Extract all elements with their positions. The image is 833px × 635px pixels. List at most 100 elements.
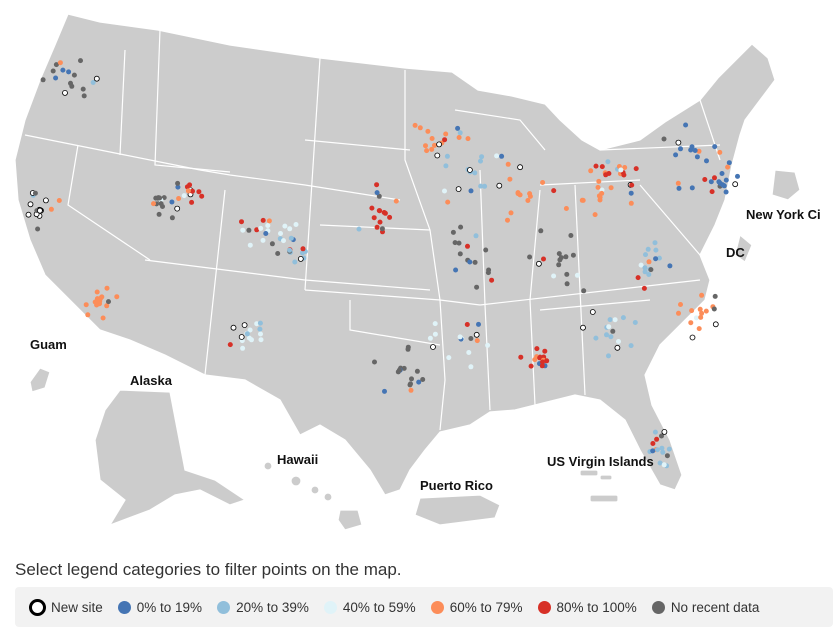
site-point [476, 321, 481, 327]
legend-item-0-19[interactable]: 0% to 19% [117, 600, 202, 615]
site-point [537, 355, 543, 361]
site-point [288, 235, 294, 241]
site-point [442, 137, 448, 143]
dot-icon [117, 600, 131, 614]
site-point [407, 382, 413, 388]
site-point [416, 379, 422, 385]
site-point [604, 332, 609, 338]
site-point [592, 212, 598, 218]
legend-item-20-39[interactable]: 20% to 39% [217, 600, 309, 615]
site-point [675, 180, 681, 186]
site-point [628, 190, 634, 196]
site-point [104, 303, 110, 309]
site-point [698, 314, 704, 320]
site-point [507, 176, 513, 182]
site-point [678, 146, 683, 152]
label-usvi: US Virgin Islands [547, 454, 654, 469]
site-point [593, 335, 599, 341]
legend-item-80-100[interactable]: 80% to 100% [537, 600, 637, 615]
site-point [688, 320, 694, 326]
site-point [175, 180, 181, 186]
legend-item-40-59[interactable]: 40% to 59% [323, 600, 416, 615]
site-point [405, 344, 411, 350]
site-point [464, 322, 470, 327]
site-point [689, 185, 695, 191]
site-point [704, 158, 709, 164]
site-point [666, 446, 672, 452]
site-point [100, 315, 106, 321]
site-point [599, 190, 605, 196]
site-point [717, 149, 723, 155]
site-point [37, 207, 43, 214]
site-point [599, 164, 605, 170]
site-point [689, 334, 696, 341]
site-point [496, 182, 503, 189]
site-point [423, 143, 428, 149]
site-point [254, 321, 260, 327]
site-point [660, 449, 666, 455]
site-point [401, 365, 407, 371]
legend-item-60-79[interactable]: 60% to 79% [430, 600, 523, 615]
site-point [468, 364, 474, 370]
site-point [540, 180, 546, 185]
site-point [420, 377, 426, 382]
site-point [278, 231, 283, 236]
site-point [564, 281, 570, 287]
site-point [282, 223, 288, 229]
new-site-ring-icon [29, 598, 46, 616]
site-point [254, 227, 260, 233]
site-point [199, 193, 205, 199]
site-point [607, 317, 613, 323]
site-point [661, 462, 667, 468]
site-point [239, 219, 244, 225]
site-point [156, 211, 162, 217]
site-point [414, 368, 420, 374]
site-point [606, 353, 611, 359]
site-point [657, 460, 663, 466]
site-point [444, 153, 450, 159]
site-point [238, 334, 245, 340]
site-point [98, 295, 104, 301]
site-point [667, 263, 673, 269]
site-point [258, 225, 264, 231]
site-point [257, 326, 263, 332]
site-point [408, 387, 414, 393]
site-point [676, 185, 682, 191]
site-point [376, 208, 382, 214]
site-point [593, 163, 599, 169]
site-point [240, 227, 246, 233]
site-point [735, 173, 740, 179]
legend-label: 20% to 39% [236, 599, 309, 615]
filter-instruction: Select legend categories to filter point… [15, 560, 402, 579]
site-point [659, 433, 664, 439]
site-point [249, 337, 254, 343]
site-point [266, 218, 272, 224]
site-point [558, 255, 564, 261]
legend-item-no-recent-data[interactable]: No recent data [651, 600, 759, 615]
site-point [650, 441, 656, 446]
site-point [628, 200, 634, 206]
site-point [642, 269, 648, 275]
site-point [260, 237, 266, 243]
legend-item-new-site[interactable]: New site [29, 598, 103, 616]
site-point [185, 188, 191, 194]
site-point [652, 429, 658, 435]
site-point [483, 247, 489, 253]
site-point [181, 193, 187, 199]
site-point [35, 226, 41, 232]
site-point [527, 254, 533, 260]
site-point [641, 285, 647, 291]
site-point [467, 259, 473, 265]
site-point [189, 199, 195, 205]
site-point [90, 80, 96, 85]
site-point [227, 342, 233, 348]
site-point [525, 198, 531, 203]
label-alaska: Alaska [130, 373, 173, 388]
site-point [612, 317, 618, 323]
site-point [712, 321, 719, 328]
site-point [712, 144, 718, 150]
site-point [169, 199, 175, 205]
site-point [595, 184, 601, 190]
site-point [472, 259, 478, 265]
site-point [450, 229, 456, 235]
